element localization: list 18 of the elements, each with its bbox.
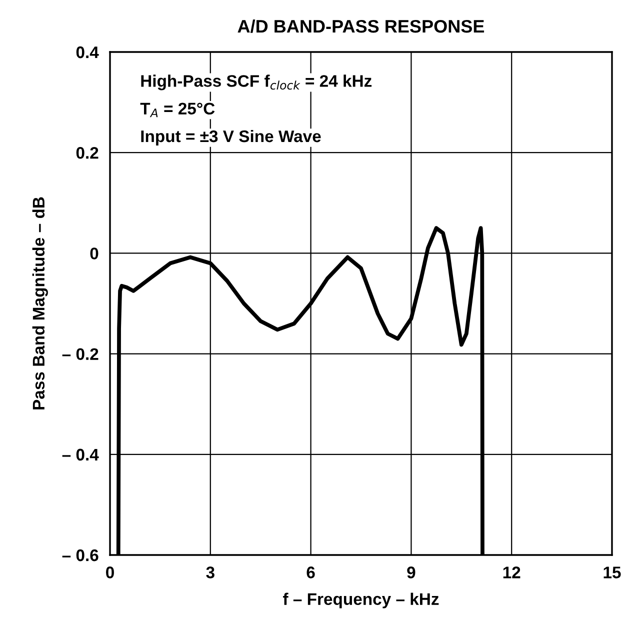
annotation: Input = ±3 V Sine Wave — [141, 130, 321, 146]
x-tick-label: 15 — [604, 566, 621, 578]
y-tick-label: – 0.6 — [62, 549, 98, 562]
y-axis-title: Pass Band Magnitude – dB — [32, 197, 48, 410]
y-tick-label: 0 — [90, 248, 98, 260]
x-axis-title: f – Frequency – kHz — [283, 592, 439, 608]
annotation: High-Pass SCF f$_{clock}$ = 24 kHz — [141, 74, 372, 90]
chart-title: A/D BAND-PASS RESPONSE — [238, 19, 484, 33]
y-tick-label: 0.2 — [76, 147, 98, 159]
y-tick-label: – 0.2 — [62, 348, 98, 360]
y-tick-label: 0.4 — [76, 46, 99, 58]
x-tick-label: 0 — [106, 566, 114, 578]
annotation: T$_{A}$ = 25°C — [140, 102, 215, 118]
y-tick-label: – 0.4 — [62, 448, 99, 461]
x-tick-label: 6 — [306, 566, 315, 578]
x-tick-label: 9 — [407, 566, 416, 578]
x-tick-label: 12 — [503, 566, 520, 578]
x-tick-label: 3 — [206, 566, 214, 578]
